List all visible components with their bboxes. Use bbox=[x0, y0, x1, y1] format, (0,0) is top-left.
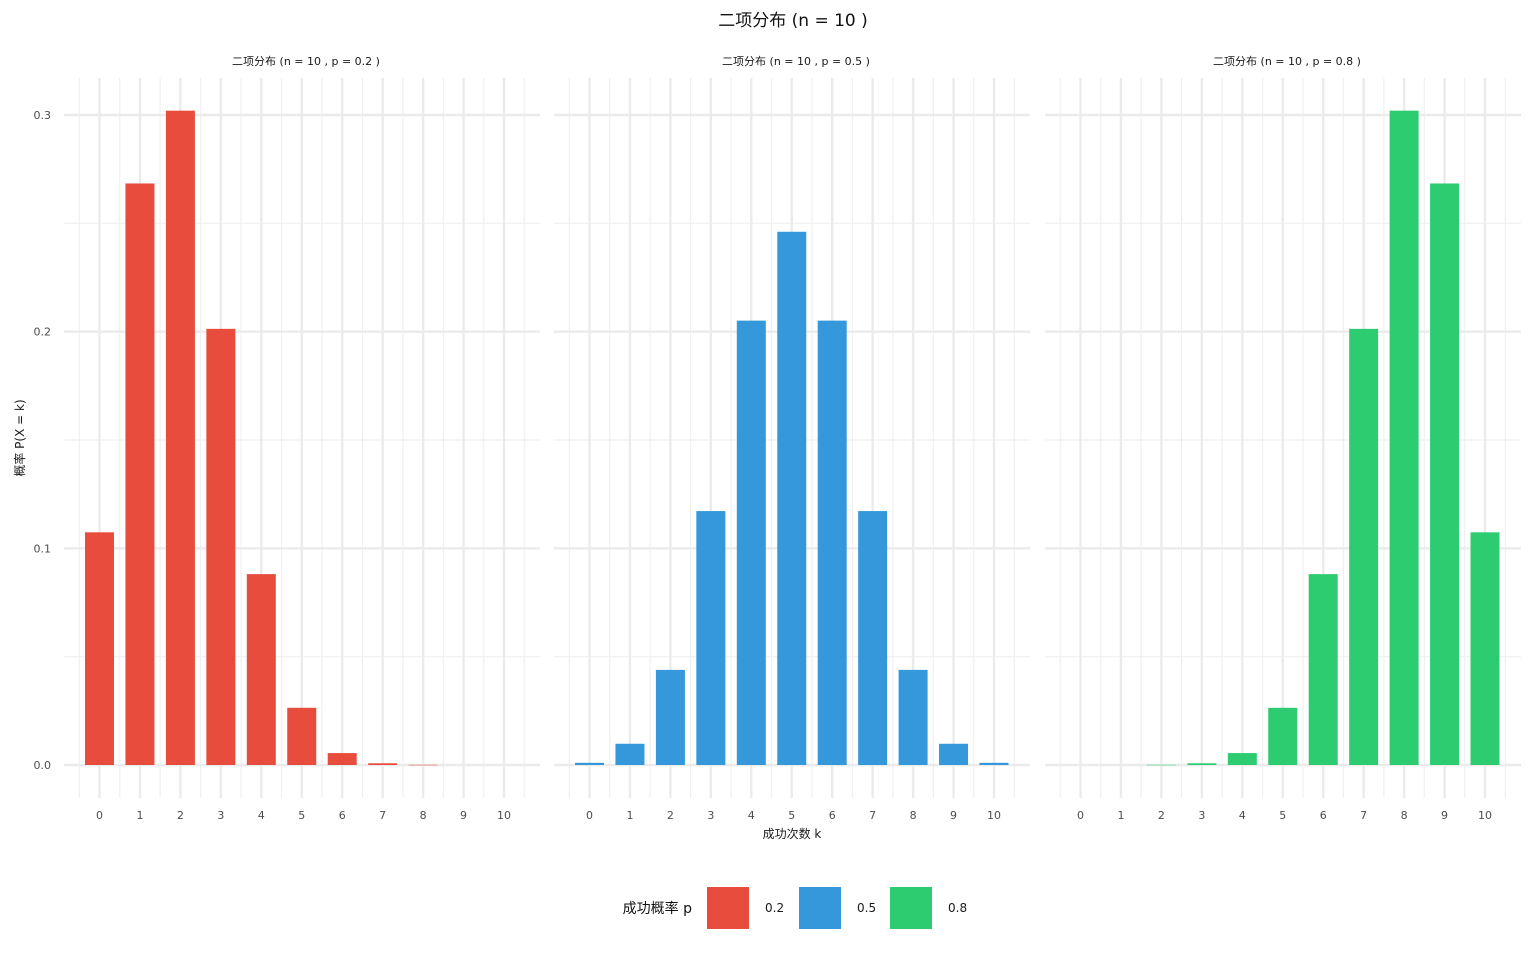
x-tick-label: 7 bbox=[379, 809, 386, 822]
x-tick-label: 7 bbox=[869, 809, 876, 822]
facet-strip-label: 二项分布 (n = 10 , p = 0.8 ) bbox=[1213, 55, 1361, 68]
y-tick-label: 0.3 bbox=[34, 109, 52, 122]
x-tick-label: 4 bbox=[748, 809, 755, 822]
x-tick-label: 5 bbox=[1279, 809, 1286, 822]
x-tick-label: 6 bbox=[339, 809, 346, 822]
x-tick-label: 1 bbox=[136, 809, 143, 822]
x-tick-label: 0 bbox=[1077, 809, 1084, 822]
y-tick-label: 0.0 bbox=[34, 759, 52, 772]
x-tick-label: 7 bbox=[1360, 809, 1367, 822]
bar-p0.8-k5 bbox=[1268, 707, 1298, 765]
bar-p0.5-k3 bbox=[696, 511, 726, 765]
bar-p0.2-k0 bbox=[85, 532, 114, 765]
x-tick-label: 3 bbox=[1198, 809, 1205, 822]
bar-p0.5-k4 bbox=[736, 320, 766, 765]
x-tick-label: 3 bbox=[217, 809, 224, 822]
x-tick-label: 9 bbox=[460, 809, 467, 822]
bar-p0.8-k6 bbox=[1308, 574, 1338, 765]
bar-p0.8-k10 bbox=[1470, 532, 1500, 765]
x-tick-label: 5 bbox=[788, 809, 795, 822]
x-tick-label: 0 bbox=[586, 809, 593, 822]
x-tick-label: 0 bbox=[96, 809, 103, 822]
bar-p0.5-k1 bbox=[615, 743, 645, 765]
facet-strip-label: 二项分布 (n = 10 , p = 0.5 ) bbox=[722, 55, 870, 68]
x-axis-label: 成功次数 k bbox=[763, 826, 822, 841]
x-tick-label: 8 bbox=[910, 809, 917, 822]
bar-p0.2-k5 bbox=[287, 707, 317, 765]
panel-0.2: 二项分布 (n = 10 , p = 0.2 ) 0 1 2 3 4 5 6 7 8 9 10 0.0 0… bbox=[34, 55, 540, 822]
legend-title: 成功概率 p bbox=[623, 900, 692, 917]
bar-p0.5-k2 bbox=[655, 669, 685, 765]
legend-label-0.2: 0.2 bbox=[765, 901, 784, 915]
bar-p0.2-k7 bbox=[368, 763, 398, 765]
bar-p0.5-k9 bbox=[939, 743, 969, 765]
x-tick-label: 9 bbox=[1441, 809, 1448, 822]
chart-title: 二项分布 (n = 10 ) bbox=[718, 11, 868, 31]
x-tick-label: 2 bbox=[1158, 809, 1165, 822]
x-tick-label: 8 bbox=[1401, 809, 1408, 822]
x-tick-label: 9 bbox=[950, 809, 957, 822]
bar-p0.5-k10 bbox=[979, 762, 1009, 765]
x-tick-label: 4 bbox=[258, 809, 265, 822]
x-tick-label: 10 bbox=[497, 809, 511, 822]
facet-strip-label: 二项分布 (n = 10 , p = 0.2 ) bbox=[232, 55, 380, 68]
x-tick-label: 10 bbox=[987, 809, 1001, 822]
bar-p0.2-k3 bbox=[206, 328, 236, 765]
y-tick-label: 0.2 bbox=[34, 326, 52, 339]
x-tick-label: 10 bbox=[1478, 809, 1492, 822]
x-tick-label: 1 bbox=[626, 809, 633, 822]
bar-p0.8-k7 bbox=[1349, 328, 1379, 765]
bar-p0.5-k5 bbox=[777, 231, 807, 766]
legend-key-0.5 bbox=[799, 887, 841, 929]
bar-p0.2-k8 bbox=[408, 764, 438, 766]
facet-panels: 二项分布 (n = 10 , p = 0.2 )0 1 2 3 4 5 6 7 8 9 100.00… bbox=[34, 55, 1521, 822]
y-axis-label: 概率 P(X = k) bbox=[12, 399, 27, 476]
bar-p0.5-k0 bbox=[575, 762, 604, 765]
bar-p0.2-k1 bbox=[125, 183, 155, 765]
x-tick-label: 8 bbox=[420, 809, 427, 822]
bar-p0.8-k2 bbox=[1146, 764, 1176, 766]
x-tick-label: 5 bbox=[298, 809, 305, 822]
x-tick-label: 3 bbox=[707, 809, 714, 822]
legend-label-0.5: 0.5 bbox=[857, 901, 876, 915]
panel-0.5: 二项分布 (n = 10 , p = 0.5 ) 0 1 2 3 4 5 6 7 8 9 10 bbox=[554, 55, 1030, 822]
x-tick-label: 1 bbox=[1117, 809, 1124, 822]
x-tick-label: 6 bbox=[1320, 809, 1327, 822]
y-tick-label: 0.1 bbox=[34, 542, 52, 555]
x-tick-label: 6 bbox=[829, 809, 836, 822]
bar-p0.5-k6 bbox=[817, 320, 847, 765]
panel-0.8: 二项分布 (n = 10 , p = 0.8 ) 0 1 2 3 4 5 6 7 8 9 10 bbox=[1045, 55, 1521, 822]
bar-p0.5-k7 bbox=[858, 511, 888, 765]
bar-p0.8-k3 bbox=[1187, 763, 1217, 765]
bar-p0.2-k4 bbox=[246, 574, 276, 765]
legend-key-0.2 bbox=[707, 887, 749, 929]
bar-p0.5-k8 bbox=[898, 669, 928, 765]
x-tick-label: 4 bbox=[1239, 809, 1246, 822]
legend: 成功概率 p 0.2 0.5 0.8 bbox=[623, 887, 967, 929]
x-tick-label: 2 bbox=[667, 809, 674, 822]
legend-key-0.8 bbox=[890, 887, 932, 929]
x-tick-label: 2 bbox=[177, 809, 184, 822]
bar-p0.2-k2 bbox=[165, 110, 195, 765]
legend-label-0.8: 0.8 bbox=[948, 901, 967, 915]
bar-p0.8-k9 bbox=[1430, 183, 1460, 765]
bar-p0.8-k4 bbox=[1227, 753, 1257, 765]
bar-p0.2-k6 bbox=[327, 753, 357, 765]
bar-p0.8-k8 bbox=[1389, 110, 1419, 765]
